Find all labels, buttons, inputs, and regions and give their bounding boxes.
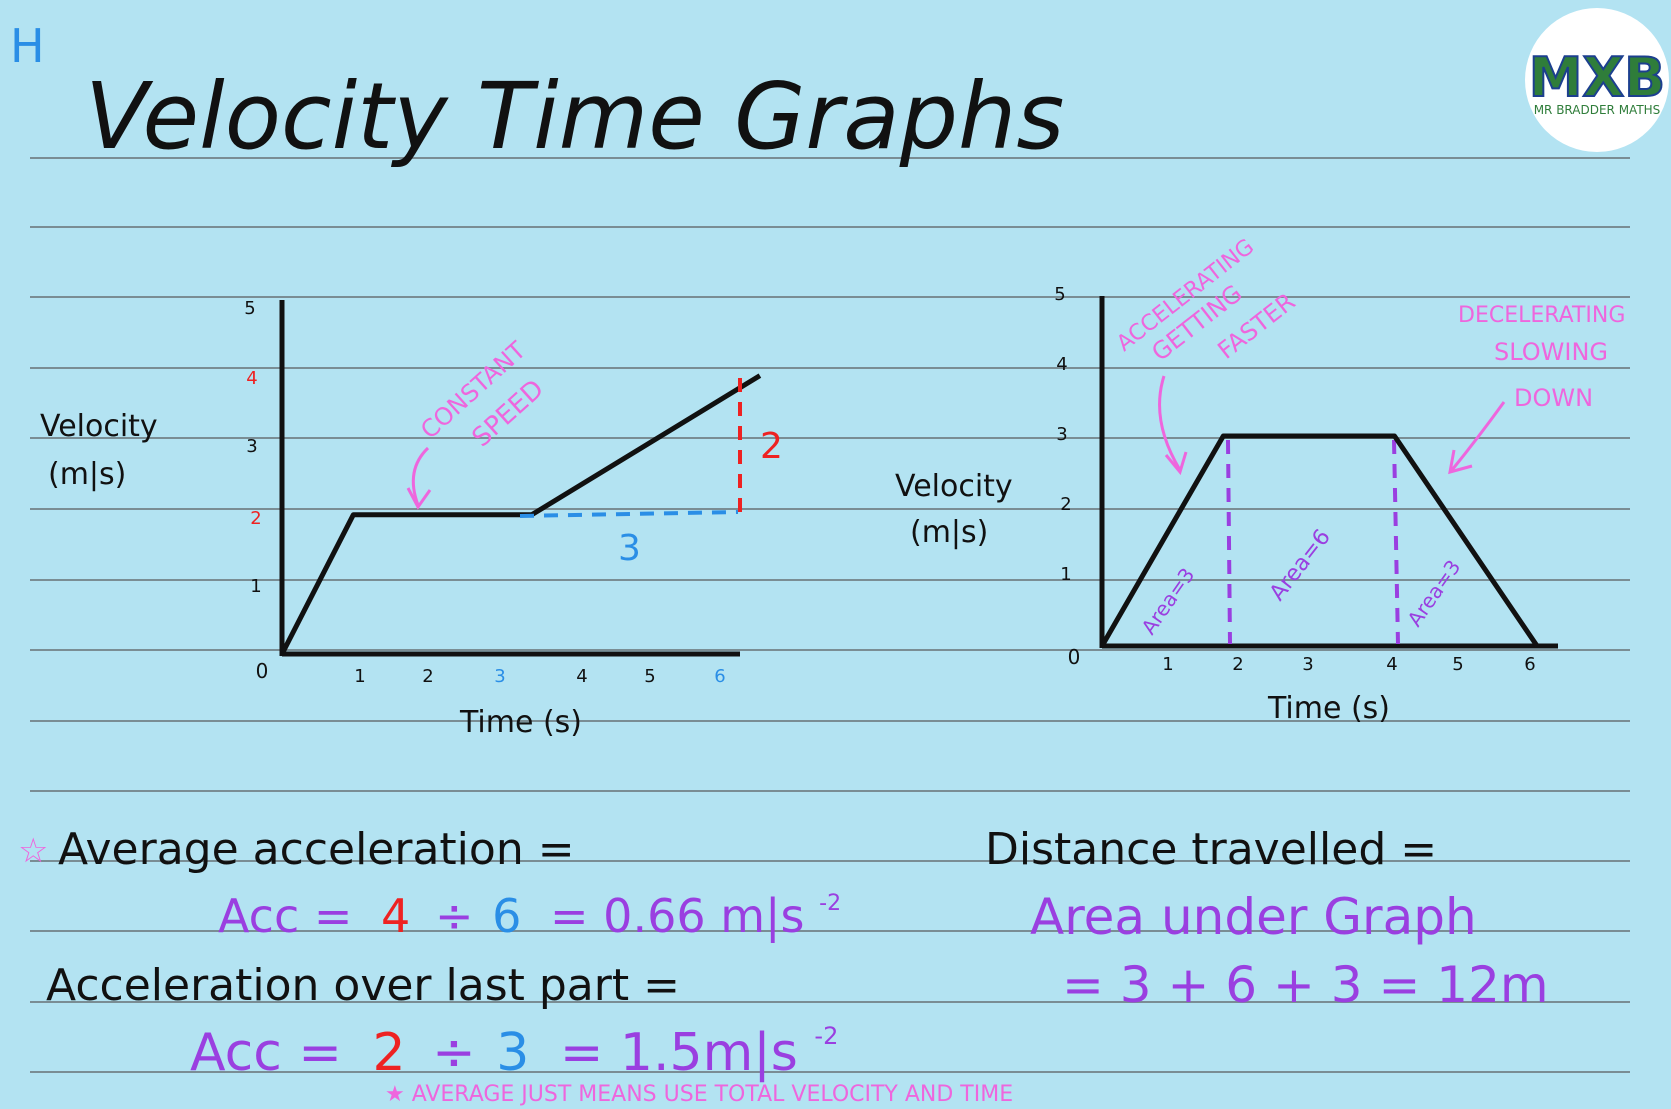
acc-label: Acc = bbox=[218, 889, 352, 943]
area-label: Area=6 bbox=[1265, 525, 1336, 606]
y-tick-label: 0 bbox=[256, 659, 269, 683]
numerator: 4 bbox=[381, 889, 410, 943]
arrow-icon bbox=[1158, 375, 1182, 471]
y-tick-label: 0 bbox=[1068, 645, 1081, 669]
footnote-text: AVERAGE JUST MEANS USE TOTAL VELOCITY AN… bbox=[412, 1082, 1013, 1107]
y-tick-label: 2 bbox=[250, 508, 261, 529]
exponent: -2 bbox=[814, 1022, 838, 1050]
y-axis-label: Velocity bbox=[895, 469, 1013, 504]
logo-badge bbox=[1525, 8, 1669, 152]
x-tick-label: 5 bbox=[644, 666, 655, 687]
x-tick-label: 2 bbox=[1232, 654, 1243, 675]
denominator: 3 bbox=[496, 1023, 529, 1083]
divide-sign: ÷ bbox=[432, 1023, 476, 1083]
result: = 0.66 m|s bbox=[550, 889, 804, 944]
arrowhead-icon bbox=[406, 487, 432, 510]
acc-label: Acc = bbox=[190, 1023, 342, 1083]
arrow-icon bbox=[1450, 401, 1506, 471]
run-label: 3 bbox=[618, 528, 641, 569]
denominator: 6 bbox=[492, 889, 521, 943]
logo-text: MR BRADDER MATHS bbox=[1534, 103, 1661, 117]
y-axis-label: (m|s) bbox=[48, 457, 126, 492]
y-tick-label: 3 bbox=[1056, 424, 1067, 445]
y-tick-label: 3 bbox=[246, 436, 257, 457]
area-divider bbox=[1226, 439, 1232, 645]
area-divider bbox=[1392, 439, 1400, 645]
corner-letter: H bbox=[10, 19, 45, 73]
decelerating-note: DOWN bbox=[1514, 384, 1593, 412]
y-tick-label: 1 bbox=[250, 576, 261, 597]
divide-sign: ÷ bbox=[435, 889, 474, 943]
graph-two: 0 1 2 3 4 5 1 2 3 4 5 6 Velocity (m|s) T… bbox=[895, 234, 1625, 726]
y-axis-label: (m|s) bbox=[910, 515, 988, 550]
y-axis-label: Velocity bbox=[40, 409, 158, 444]
y-tick-label: 2 bbox=[1060, 494, 1071, 515]
distance-rule: Area under Graph bbox=[1030, 888, 1477, 946]
arrow-icon bbox=[411, 446, 430, 506]
last-part-heading: Acceleration over last part = bbox=[46, 960, 680, 1011]
x-tick-label: 1 bbox=[354, 666, 365, 687]
graph-one: 0 1 2 3 4 5 1 2 3 4 5 6 Velocity (m|s) T… bbox=[40, 298, 783, 740]
y-tick-label: 1 bbox=[1060, 564, 1071, 585]
y-tick-label: 5 bbox=[1054, 284, 1065, 305]
star-icon: ☆ bbox=[18, 831, 48, 871]
x-tick-label: 3 bbox=[494, 666, 505, 687]
average-heading: Average acceleration = bbox=[58, 824, 575, 875]
logo-letters: MXB bbox=[1529, 46, 1666, 109]
x-tick-label: 6 bbox=[1524, 654, 1535, 675]
brand-logo: MXB MR BRADDER MATHS bbox=[1525, 8, 1669, 152]
rise-label: 2 bbox=[760, 426, 783, 467]
y-tick-label: 5 bbox=[244, 298, 255, 319]
last-part-working: Acc = 2 ÷ 3 = 1.5m|s -2 bbox=[190, 1022, 838, 1083]
result: = 1.5m|s bbox=[560, 1023, 798, 1083]
notes-section: ☆ Average acceleration = Acc = 4 ÷ 6 = 0… bbox=[18, 824, 1549, 1107]
decelerating-note: DECELERATING bbox=[1458, 303, 1625, 328]
velocity-line bbox=[279, 373, 762, 656]
area-label: Area=3 bbox=[1402, 555, 1465, 631]
arrowhead-icon bbox=[1164, 451, 1188, 476]
star-icon: ★ bbox=[385, 1082, 412, 1107]
distance-working: = 3 + 6 + 3 = 12m bbox=[1062, 956, 1549, 1014]
x-tick-label: 1 bbox=[1162, 654, 1173, 675]
numerator: 2 bbox=[372, 1023, 405, 1083]
x-tick-label: 6 bbox=[714, 666, 725, 687]
footnote: ★ AVERAGE JUST MEANS USE TOTAL VELOCITY … bbox=[385, 1082, 1013, 1107]
x-tick-label: 4 bbox=[1386, 654, 1397, 675]
y-tick-label: 4 bbox=[246, 368, 257, 389]
y-tick-label: 4 bbox=[1056, 354, 1067, 375]
ruled-lines bbox=[30, 157, 1630, 1073]
x-tick-label: 4 bbox=[576, 666, 587, 687]
exponent: -2 bbox=[819, 891, 841, 916]
average-working: Acc = 4 ÷ 6 = 0.66 m|s -2 bbox=[218, 889, 841, 944]
arrowhead-icon bbox=[1448, 449, 1473, 475]
run-dashes bbox=[519, 510, 739, 518]
page-title: Velocity Time Graphs bbox=[85, 63, 1064, 170]
x-axis-label: Time (s) bbox=[1267, 691, 1390, 726]
distance-heading: Distance travelled = bbox=[985, 824, 1437, 875]
decelerating-note: SLOWING bbox=[1494, 338, 1608, 366]
x-tick-label: 3 bbox=[1302, 654, 1313, 675]
x-axis-label: Time (s) bbox=[459, 705, 582, 740]
x-tick-label: 2 bbox=[422, 666, 433, 687]
velocity-line bbox=[1099, 433, 1540, 648]
x-tick-label: 5 bbox=[1452, 654, 1463, 675]
